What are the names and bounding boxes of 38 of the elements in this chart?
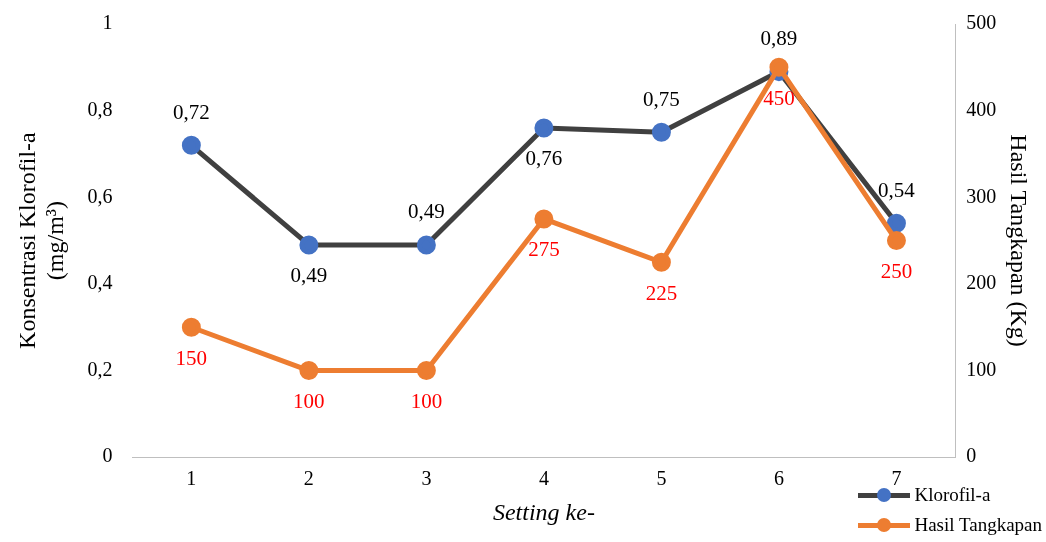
data-label: 0,76 [525,146,563,171]
y2-tick-label: 400 [966,97,997,120]
data-label: 450 [763,85,795,110]
y-tick-label: 0 [102,444,113,467]
x-tick-label: 1 [186,467,197,490]
data-label: 0,49 [408,199,445,224]
y2-axis-title: Hasil Tangkapan (Kg) [1006,134,1033,347]
y2-tick-label: 0 [966,444,977,467]
y-axis-title: Konsentrasi Klorofil-a (mg/m³) [13,131,69,349]
y-tick-label: 0,2 [87,357,113,380]
y2-tick-label: 300 [966,184,997,207]
data-label: 275 [528,237,560,262]
y-tick-label: 1 [102,11,113,34]
y2-tick-label: 500 [966,11,997,34]
y2-tick-label: 200 [966,271,997,294]
data-label: 0,75 [643,86,680,111]
legend-label: Klorofil-a [914,484,991,506]
legend-label: Hasil Tangkapan [914,514,1042,536]
x-tick-label: 3 [421,467,432,490]
x-tick-label: 5 [656,467,667,490]
x-axis-title: Setting ke- [492,498,595,525]
data-label: 250 [880,259,913,284]
data-label: 0,72 [172,99,210,124]
y-tick-label: 0,6 [87,184,113,207]
data-label: 150 [175,345,208,370]
data-label: 0,89 [760,26,798,51]
y-tick-label: 0,4 [87,271,113,294]
data-label: 0,54 [878,177,916,202]
data-label: 100 [410,389,443,414]
x-tick-label: 2 [303,467,314,490]
data-label: 225 [645,280,678,305]
data-label: 100 [293,389,325,414]
y2-tick-label: 100 [966,357,997,380]
y-tick-label: 0,8 [87,97,113,120]
x-tick-label: 4 [538,467,549,490]
x-tick-label: 6 [773,467,784,490]
x-tick-label: 7 [891,467,902,490]
data-label: 0,49 [290,263,328,288]
